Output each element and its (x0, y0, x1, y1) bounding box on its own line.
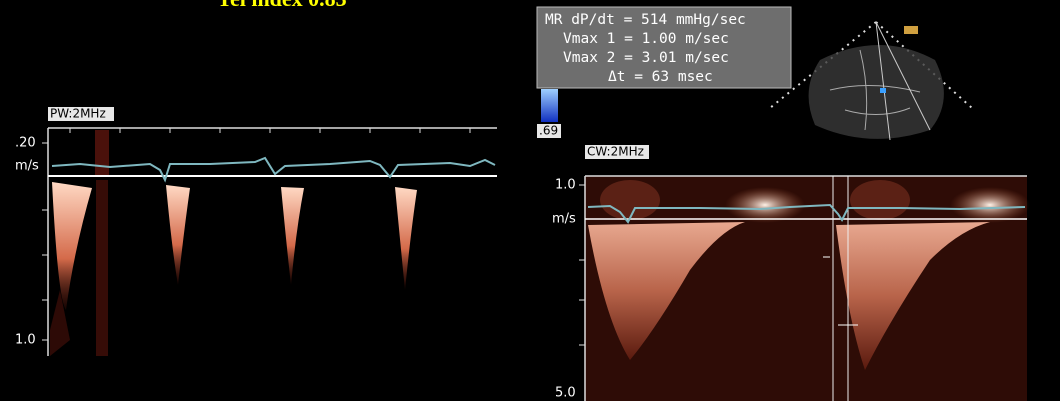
screen: Tei index 0.83 PW:2MHz .20 m/s 1.0 (0, 0, 1060, 401)
scale-top: .20 (15, 136, 36, 151)
mode-label: PW:2MHz (50, 107, 106, 121)
scale-bottom: 1.0 (15, 333, 36, 348)
scale-bottom: 5.0 (555, 386, 576, 401)
measurement: Vmax 1 = 1.00 m/sec (563, 31, 729, 47)
cw-panel: CW:2MHz 1.0 m/s 5.0 (552, 145, 1030, 401)
mode-label: CW:2MHz (587, 145, 644, 159)
color-bar-label: .69 (539, 124, 558, 138)
unit: m/s (552, 212, 576, 227)
measurement: MR dP/dt = 514 mmHg/sec (545, 12, 746, 28)
title: Tei index 0.83 (217, 0, 346, 11)
measurement-box: MR dP/dt = 514 mmHg/sec Vmax 1 = 1.00 m/… (537, 7, 791, 88)
measurement: Δt = 63 msec (608, 69, 713, 85)
unit: m/s (15, 159, 39, 174)
page: Tei index 0.83 PW:2MHz .20 m/s 1.0 (0, 0, 1060, 401)
measurement: Vmax 2 = 3.01 m/sec (563, 50, 729, 66)
scale-top: 1.0 (555, 178, 576, 193)
color-bar (541, 89, 558, 122)
